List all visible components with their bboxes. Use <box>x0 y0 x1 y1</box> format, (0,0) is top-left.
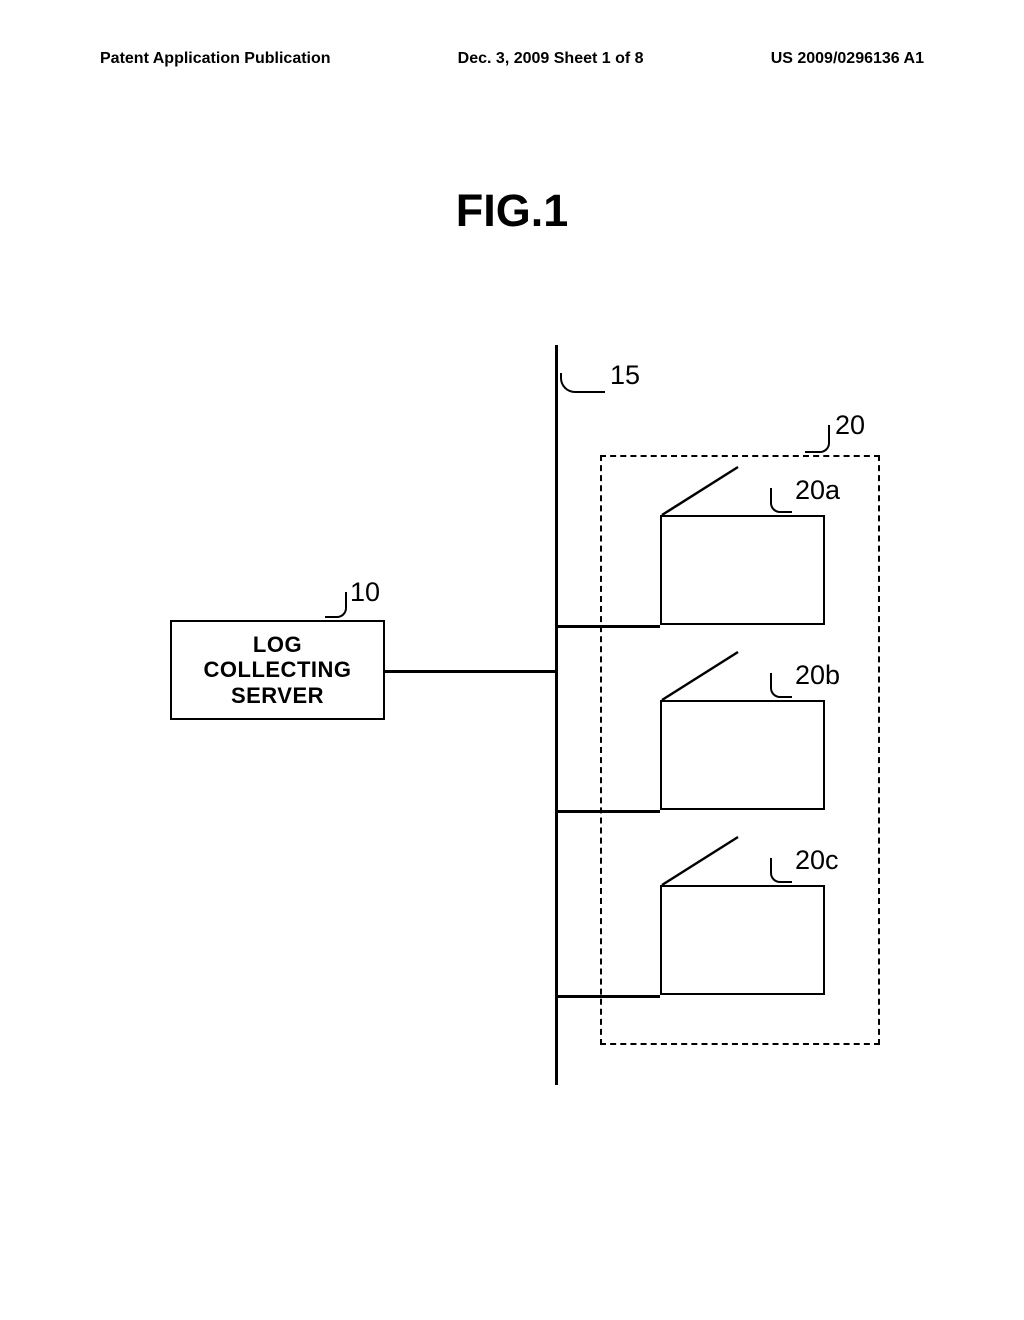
server-connection <box>385 670 555 673</box>
ref-label-device: 20a <box>795 475 840 506</box>
header-left: Patent Application Publication <box>100 50 331 68</box>
ref-label-20: 20 <box>835 410 865 441</box>
leader-15 <box>560 373 605 393</box>
device-connection <box>555 810 660 813</box>
ref-label-device: 20c <box>795 845 839 876</box>
ref-label-10: 10 <box>350 577 380 608</box>
ref-label-15: 15 <box>610 360 640 391</box>
leader-10 <box>325 592 347 618</box>
ref-label-device: 20b <box>795 660 840 691</box>
leader-20 <box>805 425 830 453</box>
header-right: US 2009/0296136 A1 <box>771 50 924 68</box>
network-line <box>555 345 558 1085</box>
diagram: 15 20 LOGCOLLECTINGSERVER 10 20a 20b 20c <box>160 330 880 1080</box>
page-header: Patent Application Publication Dec. 3, 2… <box>0 50 1024 68</box>
device-box <box>660 700 825 810</box>
server-box: LOGCOLLECTINGSERVER <box>170 620 385 720</box>
device-box <box>660 515 825 625</box>
leader-device <box>770 673 792 698</box>
leader-device <box>770 858 792 883</box>
server-label-line: COLLECTING <box>204 657 352 682</box>
device-connection <box>555 625 660 628</box>
device-box <box>660 885 825 995</box>
device-connection <box>555 995 660 998</box>
figure-title: FIG.1 <box>456 185 569 237</box>
server-label-line: LOG <box>253 632 302 657</box>
leader-device <box>770 488 792 513</box>
header-center: Dec. 3, 2009 Sheet 1 of 8 <box>458 50 644 68</box>
server-label-line: SERVER <box>231 683 324 708</box>
